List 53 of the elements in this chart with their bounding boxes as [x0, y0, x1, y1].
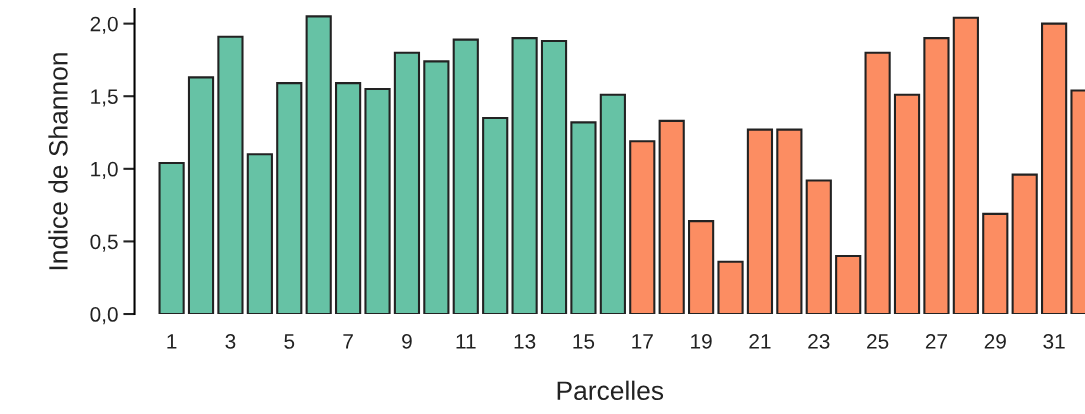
bar — [746, 128, 774, 315]
bar — [952, 16, 979, 315]
bar — [276, 82, 303, 315]
bar — [835, 254, 862, 315]
bar — [1011, 173, 1038, 315]
x-axis-title: Parcelles — [557, 380, 664, 401]
bar — [423, 60, 450, 315]
bar — [364, 87, 391, 315]
bar — [511, 37, 538, 315]
y-tick-label: 2,0 — [90, 16, 118, 34]
bar — [217, 35, 244, 315]
bar — [776, 128, 803, 315]
bar — [599, 93, 626, 315]
bar — [717, 260, 744, 315]
bar — [452, 38, 479, 315]
bar — [864, 51, 891, 315]
x-tick-label: 25 — [867, 334, 889, 349]
x-tick-label: 27 — [925, 334, 947, 349]
x-tick-label: 29 — [984, 334, 1006, 349]
x-tick-label: 13 — [514, 334, 536, 349]
x-tick-label: 15 — [573, 334, 595, 349]
bar — [305, 15, 332, 315]
x-tick-label: 31 — [1043, 334, 1065, 349]
x-tick-label: 19 — [691, 334, 712, 349]
y-tick-label: 1,5 — [91, 89, 118, 107]
x-tick-label: 3 — [225, 334, 236, 349]
x-tick-label: 11 — [456, 334, 476, 349]
bar — [540, 40, 568, 315]
bar — [893, 93, 921, 315]
bar — [805, 179, 832, 315]
x-tick-label: 23 — [808, 334, 830, 349]
x-tick-label: 5 — [284, 334, 295, 349]
y-tick-label: 0,5 — [90, 234, 118, 252]
bar — [923, 37, 950, 315]
y-tick-label: 0,0 — [90, 307, 118, 325]
x-tick-label: 17 — [632, 334, 653, 349]
bar — [982, 212, 1009, 315]
bar — [570, 121, 597, 315]
bar — [158, 161, 185, 315]
bar — [688, 220, 715, 315]
bar — [629, 140, 656, 315]
bar — [658, 119, 685, 315]
bar — [335, 82, 362, 315]
y-tick-label: 1,0 — [91, 161, 118, 180]
x-tick-label: 7 — [343, 334, 353, 349]
bar — [482, 116, 509, 315]
x-tick-label: 21 — [749, 334, 771, 349]
bar — [246, 153, 273, 315]
bar — [187, 76, 215, 315]
y-axis-title: Indice de Shannon — [48, 53, 68, 270]
bar — [393, 51, 421, 315]
x-tick-label: 1 — [167, 334, 177, 349]
x-tick-label: 9 — [402, 334, 412, 349]
